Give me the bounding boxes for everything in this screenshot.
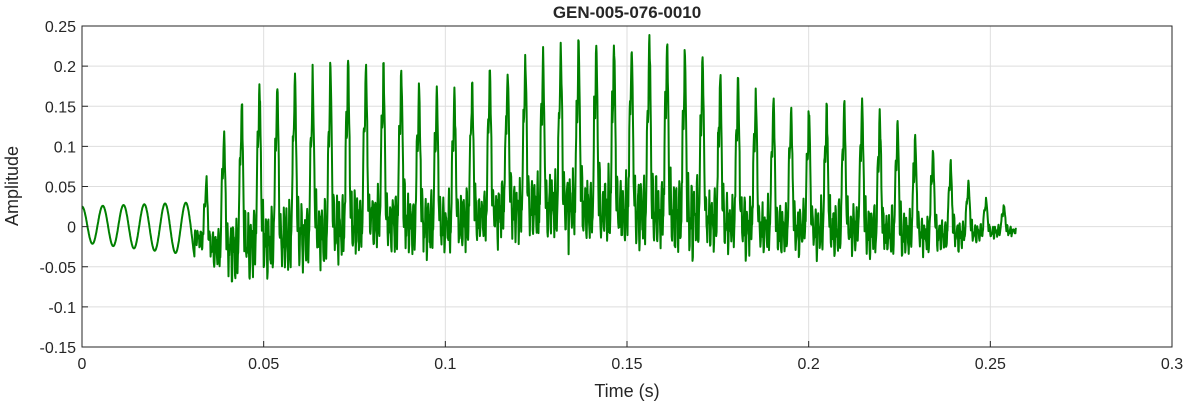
x-tick-label: 0.15 (611, 356, 642, 373)
y-tick-label: 0.05 (45, 180, 76, 197)
x-tick-label: 0.2 (798, 356, 820, 373)
y-tick-label: 0 (67, 220, 76, 237)
x-axis-label: Time (s) (594, 381, 659, 401)
y-tick-label: 0.1 (54, 139, 76, 156)
y-tick-labels: -0.15 -0.1 -0.05 0 0.05 0.1 0.15 0.2 0.25 (40, 19, 88, 357)
x-tick-label: 0 (78, 356, 87, 373)
y-tick-label: -0.15 (40, 340, 77, 357)
y-tick-label: 0.25 (45, 19, 76, 36)
y-tick-label: 0.2 (54, 59, 76, 76)
y-tick-label: 0.15 (45, 99, 76, 116)
x-tick-label: 0.3 (1161, 356, 1183, 373)
chart-title: GEN-005-076-0010 (553, 3, 701, 22)
x-tick-label: 0.05 (248, 356, 279, 373)
series-layer (82, 34, 1017, 283)
y-tick-label: -0.05 (40, 260, 77, 277)
y-axis-label: Amplitude (2, 146, 22, 226)
y-tick-label: -0.1 (48, 300, 76, 317)
series-line (82, 34, 1017, 283)
x-tick-labels: 0 0.05 0.1 0.15 0.2 0.25 0.3 (78, 341, 1183, 373)
x-tick-label: 0.1 (434, 356, 456, 373)
x-tick-label: 0.25 (975, 356, 1006, 373)
